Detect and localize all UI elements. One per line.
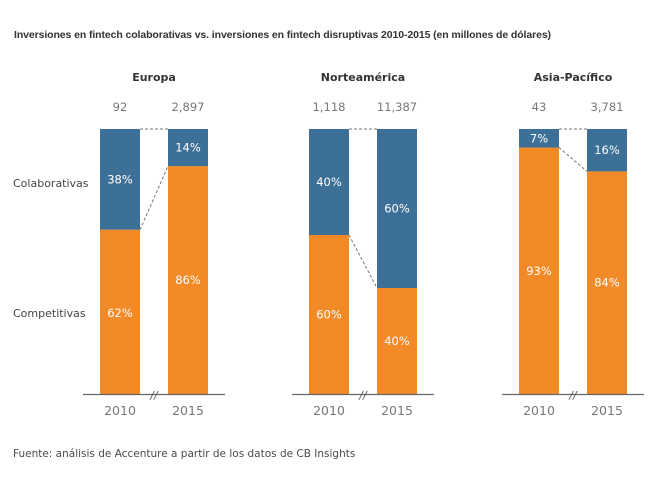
source-note: Fuente: análisis de Accenture a partir d… [13,448,356,460]
axis-break-norteamerica: // [358,389,368,402]
pct-label-colaborativas-asia-pacifico-2015: 16% [594,143,620,157]
total-label-asia-pacifico-2015: 3,781 [591,100,624,114]
year-label-asia-pacifico-2010: 2010 [523,403,555,418]
bar-competitivas-asia-pacifico-2015 [587,171,627,394]
year-label-norteamerica-2015: 2015 [381,403,413,418]
bar-colaborativas-norteamerica-2015 [377,129,417,288]
bar-colaborativas-asia-pacifico-2010 [519,129,559,148]
pct-label-competitivas-norteamerica-2010: 60% [316,308,342,322]
bar-competitivas-europa-2015 [168,166,208,394]
bar-competitivas-norteamerica-2015 [377,288,417,394]
panel-title-asia-pacifico: Asia-Pacífico [534,71,613,84]
total-label-norteamerica-2015: 11,387 [377,100,417,114]
pct-label-competitivas-europa-2010: 62% [107,306,133,320]
pct-label-colaborativas-europa-2015: 14% [175,141,201,155]
total-label-europa-2010: 92 [113,100,128,114]
year-label-europa-2015: 2015 [172,403,204,418]
panel-title-norteamerica: Norteamérica [321,71,405,84]
row-label-competitivas: Competitivas [13,307,86,320]
row-label-colaborativas: Colaborativas [13,177,89,190]
year-label-norteamerica-2010: 2010 [313,403,345,418]
connector-split-europa [139,165,169,230]
chart-title: Inversiones en fintech colaborativas vs.… [14,29,551,41]
pct-label-competitivas-europa-2015: 86% [175,273,201,287]
bar-colaborativas-europa-2015 [168,129,208,167]
bar-competitivas-norteamerica-2010 [309,235,349,394]
pct-label-colaborativas-norteamerica-2015: 60% [384,202,410,216]
connector-split-norteamerica [348,234,378,289]
connector-split-asia-pacifico [558,147,588,172]
bar-competitivas-asia-pacifico-2010 [519,147,559,394]
pct-label-colaborativas-asia-pacifico-2010: 7% [530,131,548,145]
pct-label-competitivas-asia-pacifico-2015: 84% [594,276,620,290]
pct-label-competitivas-norteamerica-2015: 40% [384,334,410,348]
pct-label-colaborativas-norteamerica-2010: 40% [316,175,342,189]
year-label-asia-pacifico-2015: 2015 [591,403,623,418]
bar-colaborativas-asia-pacifico-2015 [587,129,627,172]
axis-break-asia-pacifico: // [568,389,578,402]
bar-colaborativas-norteamerica-2010 [309,129,349,235]
panel-title-europa: Europa [132,71,176,84]
total-label-norteamerica-2010: 1,118 [313,100,346,114]
pct-label-competitivas-asia-pacifico-2010: 93% [526,264,552,278]
year-label-europa-2010: 2010 [104,403,136,418]
axis-break-europa: // [149,389,159,402]
total-label-asia-pacifico-2010: 43 [532,100,547,114]
bar-competitivas-europa-2010 [100,229,140,394]
pct-label-colaborativas-europa-2010: 38% [107,172,133,186]
total-label-europa-2015: 2,897 [172,100,205,114]
bar-colaborativas-europa-2010 [100,129,140,230]
